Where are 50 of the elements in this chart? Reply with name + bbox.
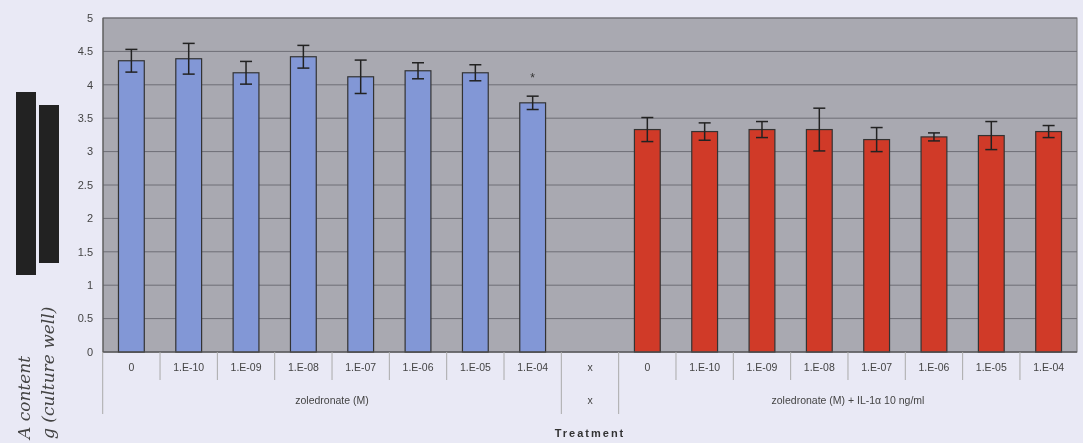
bar <box>748 128 776 353</box>
x-tick-label: 1.E-07 <box>345 361 377 373</box>
bar <box>1035 130 1063 353</box>
bar <box>404 70 432 353</box>
y-tick-label: 2.5 <box>77 178 93 191</box>
x-tick-label: 1.E-09 <box>230 361 262 373</box>
bar <box>633 128 661 353</box>
bar <box>175 58 203 353</box>
x-tick-label: 0 <box>644 361 651 373</box>
bar <box>805 128 833 353</box>
x-tick-label: 1.E-10 <box>689 361 721 373</box>
y-tick-label: 4.5 <box>77 45 93 58</box>
bar <box>920 136 948 353</box>
text: zoledronate (M) + IL-1α 10 ng/ml <box>771 394 925 406</box>
bar <box>347 76 375 353</box>
x-tick-label: 1.E-08 <box>287 361 319 373</box>
x-axis-title: Treatment <box>554 427 626 439</box>
x-tick-label: 1.E-10 <box>173 361 205 373</box>
bar <box>977 134 1005 353</box>
x-tick-label: 1.E-04 <box>1033 361 1065 373</box>
y-tick-label: 1 <box>86 279 93 292</box>
bar <box>519 102 547 353</box>
y-tick-label: 4 <box>86 78 93 91</box>
x-tick-label: 1.E-06 <box>402 361 434 373</box>
annotation: * <box>530 71 536 86</box>
y-tick-label: 3 <box>86 145 93 158</box>
x-tick-label: 1.E-06 <box>918 361 950 373</box>
bar <box>691 130 719 353</box>
bar <box>232 72 260 353</box>
x-tick-label: 0 <box>128 361 135 373</box>
y-tick-label: 1.5 <box>77 245 93 258</box>
bar <box>461 72 489 353</box>
y-tick-label: 2 <box>86 212 93 225</box>
y-tick-label: 0.5 <box>77 312 93 325</box>
y-tick-label: 3.5 <box>77 112 93 125</box>
bar <box>117 60 145 353</box>
bar <box>863 138 891 353</box>
y-axis-title: A content g (culture well) <box>14 306 58 441</box>
x-tick-label: 1.E-04 <box>517 361 549 373</box>
x-tick-label: 1.E-09 <box>746 361 778 373</box>
text: zoledronate (M) <box>295 394 369 406</box>
y-tick-label: 5 <box>86 11 93 24</box>
x-tick-label: x <box>587 361 594 373</box>
x-tick-label: 1.E-08 <box>803 361 835 373</box>
x-tick-label: 1.E-05 <box>975 361 1007 373</box>
y-tick-label: 0 <box>86 345 93 358</box>
x-tick-label: 1.E-07 <box>861 361 893 373</box>
text: x <box>587 394 594 406</box>
bar <box>289 56 317 353</box>
x-tick-label: 1.E-05 <box>459 361 491 373</box>
